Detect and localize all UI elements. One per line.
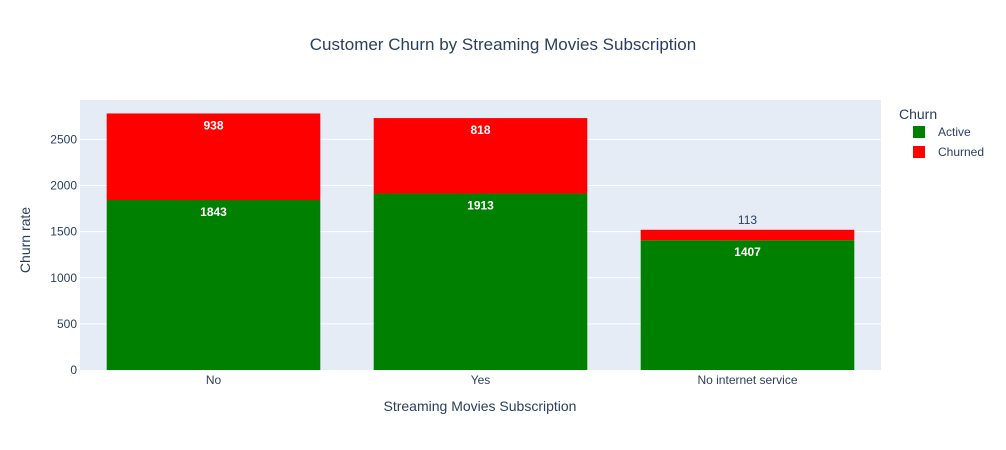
chart-title: Customer Churn by Streaming Movies Subsc… [310,35,696,54]
y-tick-label: 2500 [50,132,77,146]
bar-active [106,199,321,370]
bar-churned [373,118,588,194]
bar-value-label: 818 [470,123,490,137]
bar-labels: 1843 938 1913 818 1407 113 [200,118,761,259]
bar-value-label: 938 [203,118,223,132]
y-tick-label: 1500 [50,225,77,239]
x-tick-label: No internet service [697,373,797,387]
bar-value-label: 1407 [734,245,761,259]
legend-swatch-churned[interactable] [913,146,925,158]
bars [106,113,855,370]
y-axis-ticks: 0 500 1000 1500 2000 2500 [50,132,77,377]
y-tick-label: 500 [57,317,77,331]
bar-active [373,193,588,370]
bar-churned [640,229,855,241]
bar-active [640,240,855,370]
x-axis-title: Streaming Movies Subscription [384,398,577,414]
bar-value-label: 1843 [200,205,227,219]
legend-label-active[interactable]: Active [938,125,971,139]
bar-value-label: 1913 [467,199,494,213]
y-axis-title: Churn rate [17,207,33,273]
legend-title: Churn [899,106,937,122]
x-tick-label: Yes [471,373,491,387]
x-axis-ticks: No Yes No internet service [206,373,798,387]
x-tick-label: No [206,373,222,387]
legend-label-churned[interactable]: Churned [938,145,984,159]
y-tick-label: 0 [70,363,77,377]
bar-value-label: 113 [738,213,757,227]
legend: Churn Active Churned [899,106,984,159]
y-tick-label: 1000 [50,271,77,285]
bar-churned [106,113,321,200]
y-tick-label: 2000 [50,179,77,193]
legend-swatch-active[interactable] [913,126,925,138]
